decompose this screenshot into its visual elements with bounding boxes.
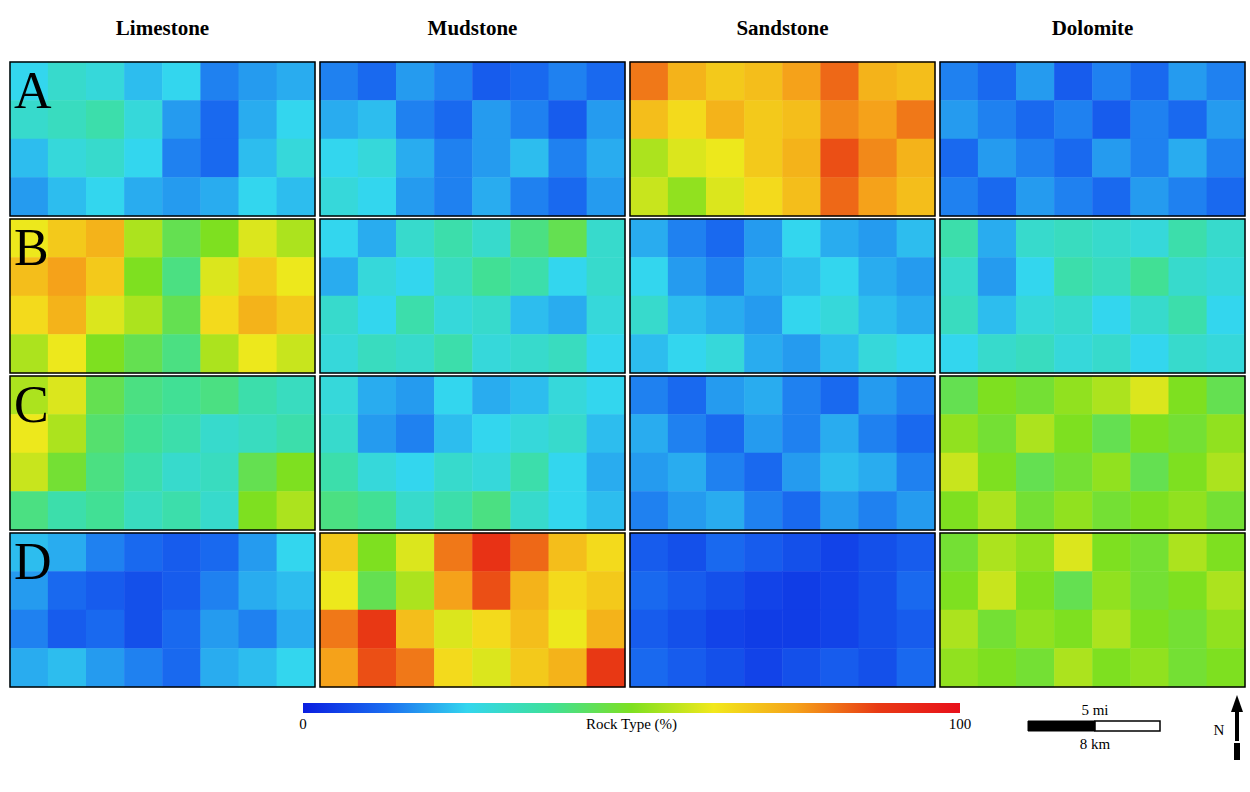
svg-text:8 km: 8 km: [1080, 736, 1111, 752]
svg-text:Limestone: Limestone: [116, 16, 209, 40]
svg-text:100: 100: [949, 716, 972, 732]
svg-text:Dolomite: Dolomite: [1052, 16, 1134, 40]
svg-text:A: A: [14, 62, 52, 119]
svg-text:5 mi: 5 mi: [1081, 702, 1108, 718]
svg-text:Sandstone: Sandstone: [736, 16, 828, 40]
svg-text:Mudstone: Mudstone: [428, 16, 518, 40]
svg-text:N: N: [1214, 722, 1225, 738]
svg-text:B: B: [14, 219, 49, 276]
svg-text:D: D: [14, 533, 52, 590]
svg-text:Rock Type (%): Rock Type (%): [586, 716, 677, 733]
svg-text:C: C: [14, 376, 49, 433]
svg-text:0: 0: [299, 716, 307, 732]
